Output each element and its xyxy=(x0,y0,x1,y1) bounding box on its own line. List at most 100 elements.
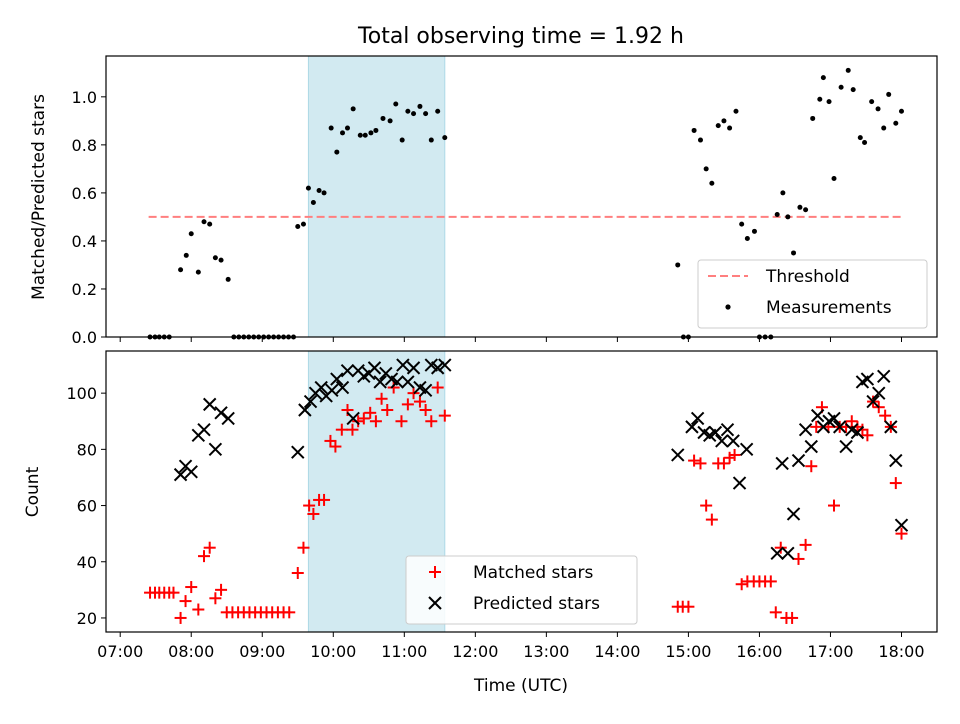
matched-star-point xyxy=(375,392,388,405)
matched-star-point xyxy=(307,507,320,520)
bottom-xtick-label: 16:00 xyxy=(736,642,782,661)
matched-star-point xyxy=(413,395,426,408)
matched-star-point xyxy=(694,457,707,470)
measurement-point xyxy=(733,108,739,114)
measurement-point xyxy=(739,221,745,227)
measurement-point xyxy=(785,214,791,220)
predicted-star-point xyxy=(827,411,841,426)
matched-star-point xyxy=(425,415,438,428)
predicted-star-point xyxy=(430,361,445,375)
matched-star-point xyxy=(395,415,408,428)
measurement-point xyxy=(225,276,231,282)
measurement-point xyxy=(411,111,417,117)
matched-star-point xyxy=(799,538,812,551)
predicted-star-point xyxy=(346,411,360,426)
matched-star-point xyxy=(879,409,892,422)
top-ytick-label: 0.8 xyxy=(72,136,97,155)
matched-star-point xyxy=(764,575,777,588)
matched-star-point xyxy=(297,541,310,554)
measurement-point xyxy=(875,106,881,112)
matched-star-point xyxy=(203,541,216,554)
measurement-point xyxy=(744,236,750,242)
measurement-point xyxy=(212,255,218,261)
top-shaded-band xyxy=(307,55,446,338)
bottom-ytick-label: 20 xyxy=(77,609,97,628)
measurement-point xyxy=(751,228,757,234)
measurement-point xyxy=(362,132,368,138)
matched-star-point xyxy=(179,595,192,608)
measurement-point xyxy=(373,127,379,133)
measurement-point xyxy=(774,212,780,218)
predicted-star-point xyxy=(739,442,754,457)
top-shaded-interval xyxy=(307,55,446,338)
matched-star-point xyxy=(303,499,316,512)
bottom-xtick-label: 15:00 xyxy=(665,642,711,661)
measurement-point xyxy=(183,252,189,258)
measurement-point xyxy=(399,137,405,143)
predicted-star-point xyxy=(340,363,355,378)
matched-star-point xyxy=(185,581,198,594)
matched-star-point xyxy=(198,550,211,563)
measurement-point xyxy=(831,175,837,181)
bottom-xtick-label: 18:00 xyxy=(878,642,924,661)
predicted-star-point xyxy=(866,394,880,409)
bottom-ytick-label: 40 xyxy=(77,553,97,572)
predicted-star-point xyxy=(390,375,404,389)
measurement-point xyxy=(207,221,213,227)
measurement-point xyxy=(898,108,904,114)
measurement-point xyxy=(310,200,316,206)
measurement-point xyxy=(357,132,363,138)
measurement-point xyxy=(321,190,327,196)
predicted-star-point xyxy=(208,442,223,457)
predicted-star-point xyxy=(786,507,801,521)
measurement-point xyxy=(803,207,809,213)
matched-star-point xyxy=(167,586,180,599)
matched-star-point xyxy=(700,499,713,512)
bottom-xlabel: Time (UTC) xyxy=(473,676,568,696)
matched-star-point xyxy=(357,412,370,425)
predicted-star-point xyxy=(396,358,410,372)
measurement-point xyxy=(178,267,184,273)
measurement-point xyxy=(393,101,399,107)
matched-star-point xyxy=(209,592,222,605)
top-axis-ticks: 0.0 0.2 0.4 0.6 0.8 1.0 xyxy=(72,88,902,347)
measurement-points xyxy=(147,67,904,340)
legend-measurements-swatch xyxy=(725,304,731,310)
measurement-point xyxy=(417,103,423,109)
measurement-point xyxy=(862,139,868,145)
measurement-point xyxy=(442,135,448,141)
predicted-star-point xyxy=(303,394,318,409)
legend-predicted-label: Predicted stars xyxy=(473,594,600,614)
measurement-point xyxy=(201,219,207,225)
bottom-axes-frame xyxy=(105,350,938,633)
measurement-point xyxy=(387,118,393,124)
predicted-star-point xyxy=(330,372,344,386)
matched-star-point xyxy=(769,606,782,619)
matched-star-point xyxy=(774,541,787,554)
predicted-star-point xyxy=(314,380,328,395)
measurement-point xyxy=(691,127,697,133)
figure-title: Total observing time = 1.92 h xyxy=(357,24,684,49)
predicted-star-point xyxy=(671,448,685,462)
matched-star-point xyxy=(352,415,365,428)
predicted-star-point xyxy=(872,386,886,400)
measurement-point xyxy=(305,185,311,191)
matched-star-point xyxy=(889,477,902,490)
predicted-star-point xyxy=(884,420,898,434)
measurement-point xyxy=(697,137,703,143)
matched-star-point xyxy=(861,429,874,442)
legend-matched-label: Matched stars xyxy=(473,563,593,583)
measurement-point xyxy=(838,84,844,90)
count-points xyxy=(144,358,909,624)
measurement-point xyxy=(195,269,201,275)
matched-star-point xyxy=(728,448,741,461)
measurement-point xyxy=(428,137,434,143)
top-ytick-label: 0.0 xyxy=(72,328,97,347)
top-panel: Matched/Predicted stars 0.0 0.2 0.4 0.6 0.8 1… xyxy=(29,55,938,347)
legend-threshold-label: Threshold xyxy=(765,267,850,287)
measurement-point xyxy=(881,125,887,131)
matched-star-point xyxy=(291,566,304,579)
bottom-xtick-label: 12:00 xyxy=(452,642,498,661)
predicted-star-point xyxy=(438,358,452,372)
predicted-star-point xyxy=(335,380,350,395)
